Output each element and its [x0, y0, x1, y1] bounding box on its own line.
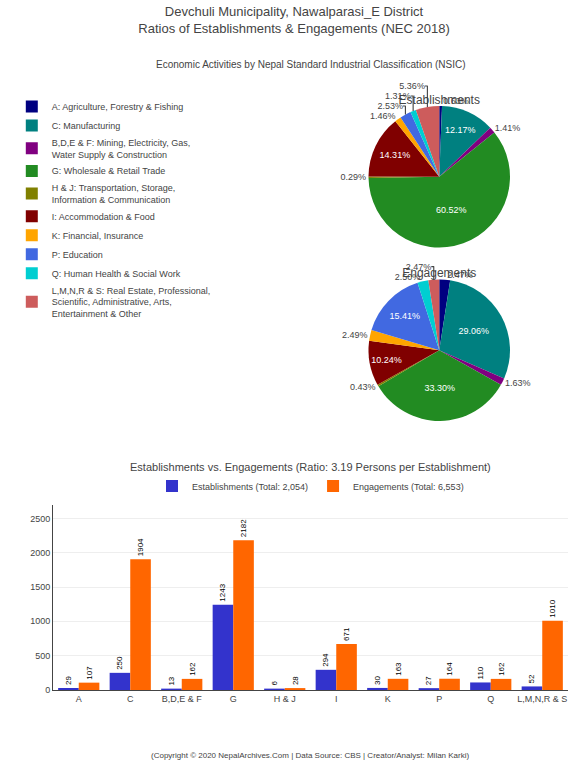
svg-text:110: 110 [476, 666, 485, 679]
svg-text:2000: 2000 [30, 548, 50, 558]
svg-text:Q: Human Health & Social Work: Q: Human Health & Social Work [52, 269, 181, 279]
svg-text:P: P [436, 694, 442, 704]
svg-text:163: 163 [394, 662, 403, 676]
svg-text:Q: Q [487, 694, 494, 704]
svg-text:250: 250 [115, 656, 124, 670]
svg-text:C: C [127, 694, 134, 704]
svg-text:52: 52 [527, 674, 536, 683]
svg-text:B,D,E & F: B,D,E & F [162, 694, 203, 704]
svg-text:Establishments vs. Engagements: Establishments vs. Engagements (Ratio: 3… [130, 461, 491, 473]
svg-text:27: 27 [424, 676, 433, 685]
svg-text:12.17%: 12.17% [445, 125, 476, 135]
svg-text:164: 164 [445, 662, 454, 676]
svg-text:G: Wholesale & Retail Trade: G: Wholesale & Retail Trade [52, 166, 166, 176]
svg-text:2.47%: 2.47% [406, 262, 432, 272]
svg-text:A: A [76, 694, 82, 704]
svg-text:1.31%: 1.31% [385, 91, 411, 101]
svg-text:2.53%: 2.53% [377, 101, 403, 111]
svg-text:H & J: Transportation, Storage: H & J: Transportation, Storage,Informati… [52, 183, 176, 205]
svg-text:1243: 1243 [218, 583, 227, 601]
svg-text:29: 29 [64, 676, 73, 685]
svg-text:0.43%: 0.43% [350, 382, 376, 392]
svg-text:G: G [230, 694, 237, 704]
svg-text:Establishments (Total: 2,054): Establishments (Total: 2,054) [192, 482, 308, 492]
svg-text:L,M,N,R & S: L,M,N,R & S [517, 694, 567, 704]
svg-text:28: 28 [291, 676, 300, 685]
svg-text:0.63%: 0.63% [443, 96, 469, 106]
svg-text:60.52%: 60.52% [436, 205, 467, 215]
svg-text:1000: 1000 [30, 616, 50, 626]
svg-text:14.31%: 14.31% [380, 150, 411, 160]
svg-text:162: 162 [497, 662, 506, 676]
svg-text:1010: 1010 [548, 599, 557, 617]
svg-text:K: K [385, 694, 391, 704]
svg-text:0: 0 [45, 685, 50, 695]
svg-text:2500: 2500 [30, 514, 50, 524]
svg-text:P: Education: P: Education [52, 250, 103, 260]
svg-text:162: 162 [188, 662, 197, 676]
svg-text:Devchuli Municipality, Nawalpa: Devchuli Municipality, Nawalparasi_E Dis… [138, 4, 449, 36]
svg-text:1.41%: 1.41% [495, 123, 521, 133]
svg-text:15.41%: 15.41% [389, 311, 420, 321]
svg-text:C: Manufacturing: C: Manufacturing [52, 121, 121, 131]
svg-text:I: Accommodation & Food: I: Accommodation & Food [52, 212, 155, 222]
svg-text:2.50%: 2.50% [395, 272, 421, 282]
svg-text:K: Financial, Insurance: K: Financial, Insurance [52, 231, 144, 241]
svg-text:2.47%: 2.47% [447, 270, 473, 280]
svg-text:5.36%: 5.36% [399, 81, 425, 91]
svg-text:33.30%: 33.30% [424, 383, 455, 393]
svg-text:13: 13 [167, 676, 176, 685]
svg-text:I: I [335, 694, 338, 704]
svg-text:Economic Activities by Nepal S: Economic Activities by Nepal Standard In… [156, 59, 466, 70]
svg-text:Engagements (Total: 6,553): Engagements (Total: 6,553) [353, 482, 464, 492]
svg-text:2.49%: 2.49% [342, 330, 368, 340]
svg-text:Establishments: Establishments [399, 93, 480, 107]
svg-text:30: 30 [373, 675, 382, 684]
svg-text:6: 6 [270, 681, 279, 686]
svg-text:1500: 1500 [30, 582, 50, 592]
svg-text:29.06%: 29.06% [459, 326, 490, 336]
svg-text:1904: 1904 [136, 538, 145, 556]
svg-text:B,D,E & F: Mining, Electricity: B,D,E & F: Mining, Electricity, Gas,Wate… [52, 138, 190, 160]
svg-text:294: 294 [321, 653, 330, 667]
svg-text:L,M,N,R & S: Real Estate, Prof: L,M,N,R & S: Real Estate, Professional,S… [52, 286, 211, 319]
svg-text:671: 671 [342, 627, 351, 641]
svg-text:(Copyright © 2020 NepalArchive: (Copyright © 2020 NepalArchives.Com | Da… [151, 751, 470, 760]
svg-text:107: 107 [85, 666, 94, 680]
svg-text:0.29%: 0.29% [340, 172, 366, 182]
svg-text:H & J: H & J [274, 694, 296, 704]
svg-text:1.63%: 1.63% [505, 378, 531, 388]
svg-text:10.24%: 10.24% [371, 355, 402, 365]
svg-text:500: 500 [35, 651, 50, 661]
svg-text:2182: 2182 [239, 519, 248, 537]
svg-text:1.46%: 1.46% [370, 111, 396, 121]
svg-text:A: Agriculture, Forestry & Fis: A: Agriculture, Forestry & Fishing [52, 102, 184, 112]
svg-text:Engagements: Engagements [402, 266, 476, 280]
